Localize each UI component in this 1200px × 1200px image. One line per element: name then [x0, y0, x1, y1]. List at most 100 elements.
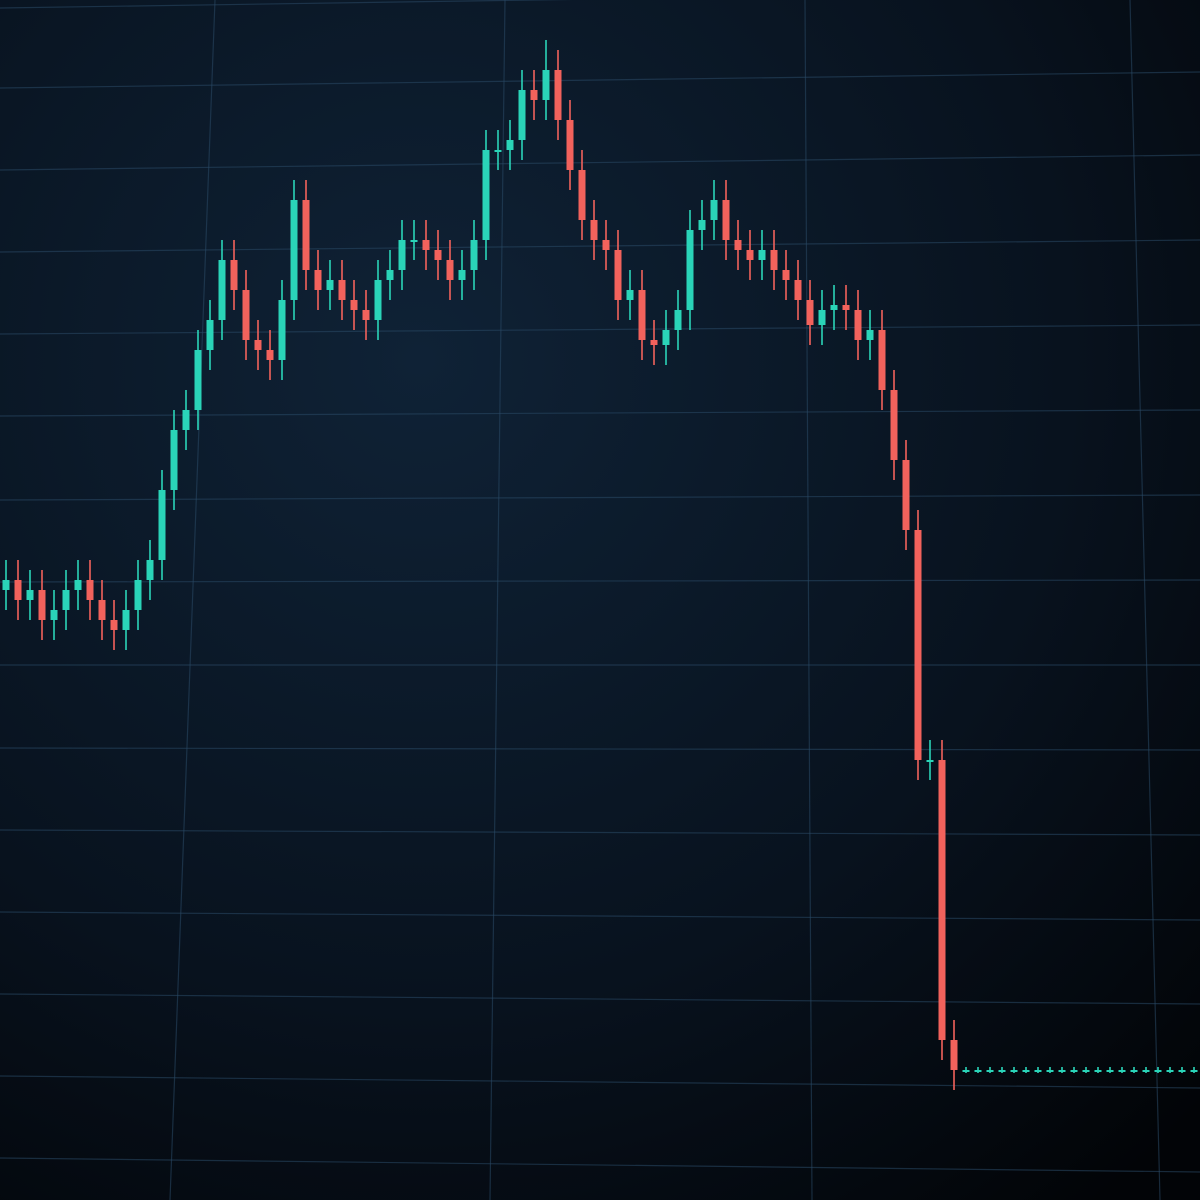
grid-line: [169, 0, 216, 1200]
candle-body: [1166, 1070, 1174, 1072]
candle-body: [590, 220, 598, 240]
candle-body: [1010, 1070, 1018, 1072]
candle-body: [662, 330, 670, 345]
candle-body: [842, 305, 850, 310]
grid-line: [0, 1157, 1200, 1173]
candle-body: [74, 580, 82, 590]
candle-body: [998, 1070, 1006, 1072]
candle-body: [1142, 1070, 1150, 1072]
candle-body: [422, 240, 430, 250]
candle-body: [1046, 1070, 1054, 1072]
candle-body: [794, 280, 802, 300]
candle-body: [434, 250, 442, 260]
candle-body: [62, 590, 70, 610]
candle-body: [986, 1070, 994, 1072]
candle-body: [302, 200, 310, 270]
candle-body: [950, 1040, 958, 1070]
grid-line: [0, 747, 1200, 751]
candle-body: [650, 340, 658, 345]
candle-body: [782, 270, 790, 280]
candle-body: [1034, 1070, 1042, 1072]
candle-body: [734, 240, 742, 250]
candle-body: [398, 240, 406, 270]
candle-body: [266, 350, 274, 360]
candle-body: [50, 610, 58, 620]
candle-body: [710, 200, 718, 220]
candle-body: [230, 260, 238, 290]
candle-body: [134, 580, 142, 610]
candle-body: [890, 390, 898, 460]
candle-body: [914, 530, 922, 760]
candle-body: [1106, 1070, 1114, 1072]
candle-body: [494, 150, 502, 152]
candle-body: [854, 310, 862, 340]
candle-body: [638, 290, 646, 340]
candle-body: [386, 270, 394, 280]
candle-body: [362, 310, 370, 320]
candle-body: [1022, 1070, 1030, 1072]
candle-body: [722, 200, 730, 240]
candle-body: [830, 305, 838, 310]
candle-body: [290, 200, 298, 300]
candle-body: [326, 280, 334, 290]
grid-line: [1129, 0, 1161, 1200]
grid-line: [0, 494, 1200, 501]
candle-body: [746, 250, 754, 260]
candle-body: [530, 90, 538, 100]
candle-body: [1130, 1070, 1138, 1072]
candle-body: [698, 220, 706, 230]
candle-body: [458, 270, 466, 280]
candle-body: [38, 590, 46, 620]
candle-body: [350, 300, 358, 310]
grid-line: [0, 829, 1200, 836]
candle-body: [902, 460, 910, 530]
candle-body: [98, 600, 106, 620]
grid-line: [0, 579, 1200, 583]
candle-body: [1070, 1070, 1078, 1072]
candle-body: [86, 580, 94, 600]
candle-body: [206, 320, 214, 350]
candle-body: [806, 300, 814, 325]
candle-body: [758, 250, 766, 260]
grid-line: [0, 993, 1200, 1005]
candle-body: [626, 290, 634, 300]
candle-body: [518, 90, 526, 140]
candle-body: [506, 140, 514, 150]
candle-body: [2, 580, 10, 590]
candle-body: [314, 270, 322, 290]
candle-body: [1058, 1070, 1066, 1072]
candle-body: [1094, 1070, 1102, 1072]
candle-body: [338, 280, 346, 300]
candle-body: [482, 150, 490, 240]
grid-line: [0, 0, 574, 9]
candle-body: [14, 580, 22, 600]
candle-body: [878, 330, 886, 390]
candle-body: [374, 280, 382, 320]
candle-body: [158, 490, 166, 560]
candle-body: [938, 760, 946, 1040]
grid-line: [0, 154, 1200, 171]
grid-line: [489, 0, 506, 1200]
grid-line: [0, 911, 1200, 921]
candle-body: [1082, 1070, 1090, 1072]
candle-body: [470, 240, 478, 270]
candle-body: [614, 250, 622, 300]
candle-body: [194, 350, 202, 410]
candle-body: [146, 560, 154, 580]
candle-body: [926, 760, 934, 762]
candle-body: [962, 1070, 970, 1072]
candle-body: [170, 430, 178, 490]
candle-body: [110, 620, 118, 630]
candle-body: [254, 340, 262, 350]
candle-body: [818, 310, 826, 325]
candle-body: [410, 240, 418, 242]
candle-body: [686, 230, 694, 310]
candle-body: [242, 290, 250, 340]
candle-body: [1118, 1070, 1126, 1072]
grid-line: [0, 71, 1200, 89]
grid-line: [0, 324, 1200, 335]
grid-line: [0, 239, 1200, 253]
